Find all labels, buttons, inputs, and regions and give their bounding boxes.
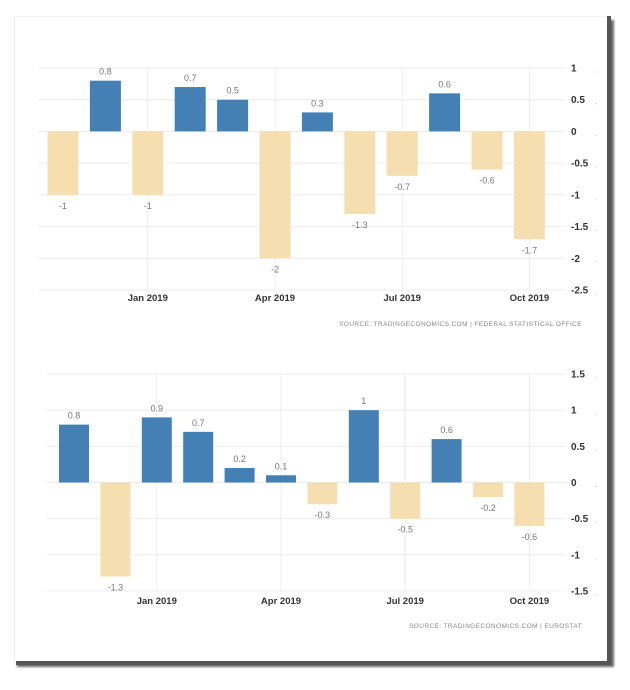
- data-label: -0.5: [397, 525, 413, 535]
- x-tick-label: Apr 2019: [255, 293, 295, 304]
- data-label: 0.5: [226, 86, 239, 96]
- frame-shadow-bottom: [16, 661, 611, 665]
- bar-aug-2019[interactable]: [431, 439, 462, 483]
- data-label: 0.6: [440, 425, 453, 435]
- bar-jun-2019[interactable]: [348, 410, 379, 483]
- bar-jul-2019[interactable]: [386, 131, 418, 176]
- y-tick-label: -1: [571, 550, 580, 561]
- data-label: -0.7: [394, 182, 410, 192]
- data-label: -1.3: [108, 583, 124, 593]
- bar-feb-2019[interactable]: [174, 87, 206, 132]
- bar-aug-2019[interactable]: [429, 93, 461, 132]
- data-label: -1: [59, 201, 67, 211]
- y-tick-label: -2: [571, 254, 580, 265]
- bar-feb-2019[interactable]: [183, 431, 214, 483]
- y-tick-label: -0.5: [571, 514, 589, 525]
- bar-mar-2019[interactable]: [217, 99, 249, 132]
- bar-may-2019[interactable]: [307, 482, 338, 505]
- bar-may-2019[interactable]: [301, 112, 333, 132]
- bar-sep-2019[interactable]: [473, 482, 503, 497]
- x-tick-label: Oct 2019: [510, 596, 550, 607]
- source-note: SOURCE: TRADINGECONOMICS.COM | FEDERAL S…: [339, 321, 582, 328]
- data-label: -0.6: [479, 175, 495, 185]
- x-tick-label: Jul 2019: [383, 293, 421, 304]
- bar-dec-2018[interactable]: [100, 482, 131, 577]
- data-label: 0.3: [311, 98, 324, 108]
- data-label: -1.7: [522, 245, 538, 255]
- bar-jun-2019[interactable]: [344, 131, 376, 214]
- y-tick-label: -1.5: [571, 222, 589, 233]
- bar-nov-2018[interactable]: [47, 131, 79, 195]
- data-label: -0.6: [522, 532, 538, 542]
- data-label: -0.2: [480, 503, 496, 513]
- bar-dec-2018[interactable]: [89, 80, 121, 132]
- data-label: 1: [361, 396, 366, 406]
- data-label: -2: [271, 264, 279, 274]
- data-label: 0.7: [192, 418, 205, 428]
- y-tick-label: -0.5: [571, 159, 589, 170]
- bar-jul-2019[interactable]: [390, 482, 421, 519]
- y-tick-label: -1: [571, 190, 580, 201]
- x-tick-label: Jul 2019: [386, 596, 424, 607]
- y-tick-label: 0: [571, 127, 577, 138]
- y-tick-label: -2.5: [571, 286, 589, 297]
- data-label: -0.3: [315, 510, 331, 520]
- bar-jan-2019[interactable]: [132, 131, 164, 195]
- bar-jan-2019[interactable]: [141, 417, 172, 483]
- x-tick-label: Jan 2019: [137, 596, 177, 607]
- y-tick-label: 1: [571, 64, 577, 75]
- data-label: -1: [144, 201, 152, 211]
- data-label: 0.8: [68, 411, 81, 421]
- data-label: 0.1: [275, 461, 288, 471]
- y-tick-label: 0.5: [571, 442, 585, 453]
- bar-sep-2019[interactable]: [471, 131, 503, 170]
- data-label: 0.6: [438, 79, 451, 89]
- data-label: -1.3: [352, 220, 368, 230]
- x-tick-label: Apr 2019: [261, 596, 301, 607]
- bar-apr-2019[interactable]: [259, 131, 291, 259]
- y-tick-label: 0: [571, 478, 577, 489]
- data-label: 0.2: [233, 454, 246, 464]
- source-note: SOURCE: TRADINGECONOMICS.COM | EUROSTAT: [409, 623, 582, 630]
- data-label: 0.9: [151, 403, 164, 413]
- bar-mar-2019[interactable]: [224, 468, 255, 483]
- y-tick-label: 1: [571, 406, 577, 417]
- bar-oct-2019[interactable]: [513, 131, 545, 240]
- x-tick-label: Oct 2019: [510, 293, 550, 304]
- bar-oct-2019[interactable]: [514, 482, 545, 526]
- data-label: 0.7: [184, 73, 197, 83]
- y-tick-label: 1.5: [571, 370, 585, 381]
- bar-nov-2018[interactable]: [59, 424, 89, 483]
- bar-apr-2019[interactable]: [266, 475, 296, 483]
- germany-chart: -1 0.8 -1 0.7 0.5 -2 0.3 -1.3 -0.7 0.6 -0.6 -1.7 1 0…: [38, 64, 597, 328]
- y-tick-label: -1.5: [571, 587, 589, 598]
- frame-shadow-right: [607, 16, 611, 664]
- x-tick-label: Jan 2019: [128, 293, 168, 304]
- y-tick-label: 0.5: [571, 95, 585, 106]
- data-label: 0.8: [99, 67, 112, 77]
